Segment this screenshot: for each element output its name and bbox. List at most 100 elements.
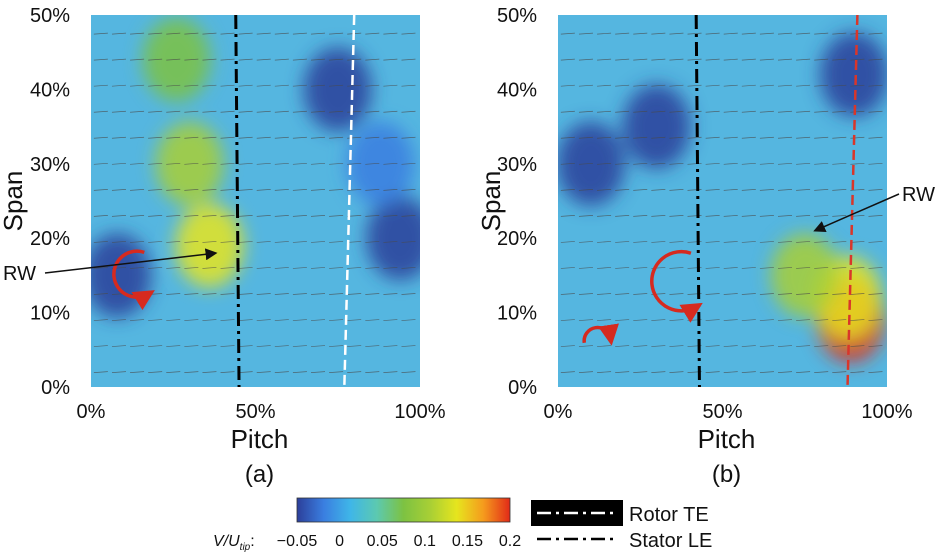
velocity-arrow xyxy=(292,241,307,243)
velocity-arrow xyxy=(578,371,593,373)
velocity-arrow xyxy=(777,136,793,139)
velocity-arrow xyxy=(347,162,362,165)
velocity-arrow xyxy=(166,345,181,347)
velocity-arrow xyxy=(578,345,593,347)
velocity-arrow xyxy=(741,162,756,165)
velocity-arrow xyxy=(796,162,811,165)
velocity-arrow xyxy=(669,345,684,347)
annotation-label: RW xyxy=(902,184,935,206)
velocity-arrow xyxy=(796,345,811,347)
velocity-arrow xyxy=(832,345,847,347)
velocity-arrow xyxy=(633,84,648,87)
velocity-arrow xyxy=(93,345,108,347)
velocity-arrow xyxy=(256,371,271,373)
velocity-arrow xyxy=(202,241,217,243)
velocity-arrow xyxy=(93,162,108,165)
velocity-arrow xyxy=(578,293,593,295)
velocity-arrow xyxy=(238,162,253,165)
velocity-arrow xyxy=(401,58,416,61)
velocity-arrow xyxy=(238,84,253,87)
x-axis-title: Pitch xyxy=(231,424,289,454)
velocity-arrow xyxy=(597,84,612,87)
velocity-arrow xyxy=(832,215,847,217)
velocity-arrow xyxy=(597,162,612,165)
velocity-arrow xyxy=(184,371,199,373)
velocity-arrow xyxy=(310,345,326,347)
velocity-arrow xyxy=(759,293,774,295)
velocity-arrow xyxy=(148,84,163,87)
contour-blob xyxy=(622,84,691,169)
velocity-arrow xyxy=(256,162,271,165)
velocity-arrow xyxy=(777,241,793,243)
velocity-arrow xyxy=(759,162,774,165)
velocity-arrow xyxy=(401,84,416,87)
velocity-arrow xyxy=(796,84,811,87)
velocity-arrow xyxy=(111,215,126,217)
velocity-arrow xyxy=(669,241,684,243)
velocity-arrow xyxy=(347,241,362,243)
velocity-arrow xyxy=(777,162,793,165)
velocity-arrow xyxy=(814,345,829,347)
velocity-arrow xyxy=(832,136,847,139)
vortex-arrow xyxy=(582,323,619,346)
velocity-arrow xyxy=(669,162,684,165)
velocity-arrow xyxy=(220,32,235,35)
velocity-arrow xyxy=(256,345,271,347)
contour-blob xyxy=(175,203,244,288)
velocity-arrow xyxy=(578,241,593,243)
velocity-arrow xyxy=(669,188,684,191)
velocity-arrow xyxy=(93,188,108,191)
velocity-arrow xyxy=(202,293,217,295)
velocity-arrow xyxy=(383,319,398,321)
velocity-arrow xyxy=(383,293,398,295)
annotation-label: RW xyxy=(3,263,36,285)
velocity-arrow xyxy=(578,110,593,113)
velocity-arrow xyxy=(184,188,199,191)
velocity-arrow xyxy=(383,32,398,35)
colorbar-tick-label: 0.05 xyxy=(367,533,398,550)
colorbar-tick-label: 0 xyxy=(335,533,344,550)
y-tick-label: 10% xyxy=(497,303,537,325)
velocity-arrow xyxy=(365,241,380,243)
velocity-arrow xyxy=(741,110,756,113)
velocity-arrow xyxy=(578,136,593,139)
velocity-arrow xyxy=(130,188,145,191)
velocity-arrow xyxy=(184,58,199,61)
velocity-arrow xyxy=(148,188,163,191)
velocity-arrow xyxy=(365,162,380,165)
velocity-arrow xyxy=(347,136,362,139)
velocity-arrow xyxy=(850,110,865,113)
velocity-arrow xyxy=(560,371,575,373)
velocity-arrow xyxy=(93,371,108,373)
velocity-arrow xyxy=(111,162,126,165)
velocity-arrow xyxy=(777,188,793,191)
velocity-arrow xyxy=(597,319,612,321)
velocity-arrow xyxy=(93,267,108,269)
velocity-arrow xyxy=(868,58,883,61)
velocity-arrow xyxy=(578,188,593,191)
velocity-arrow xyxy=(687,110,702,113)
velocity-arrow xyxy=(202,58,217,61)
velocity-arrow xyxy=(777,110,793,113)
x-tick-label: 0% xyxy=(77,401,106,423)
velocity-arrow xyxy=(705,241,720,243)
velocity-arrow xyxy=(220,371,235,373)
velocity-arrow xyxy=(111,136,126,139)
velocity-arrow xyxy=(130,110,145,113)
colorbar-tick-label: 0.1 xyxy=(414,533,436,550)
velocity-arrow xyxy=(687,136,702,139)
velocity-arrow xyxy=(111,371,126,373)
velocity-arrow xyxy=(633,319,648,321)
velocity-arrow xyxy=(292,58,307,61)
velocity-arrow xyxy=(759,110,774,113)
x-axis-title: Pitch xyxy=(698,424,756,454)
velocity-arrow xyxy=(705,215,720,217)
contour-blobs xyxy=(558,32,887,363)
velocity-arrow xyxy=(832,110,847,113)
velocity-arrow xyxy=(111,58,126,61)
velocity-arrow xyxy=(401,345,416,347)
velocity-arrow xyxy=(814,136,829,139)
velocity-arrow xyxy=(578,32,593,35)
velocity-arrow xyxy=(723,110,738,113)
velocity-arrow xyxy=(329,241,344,243)
